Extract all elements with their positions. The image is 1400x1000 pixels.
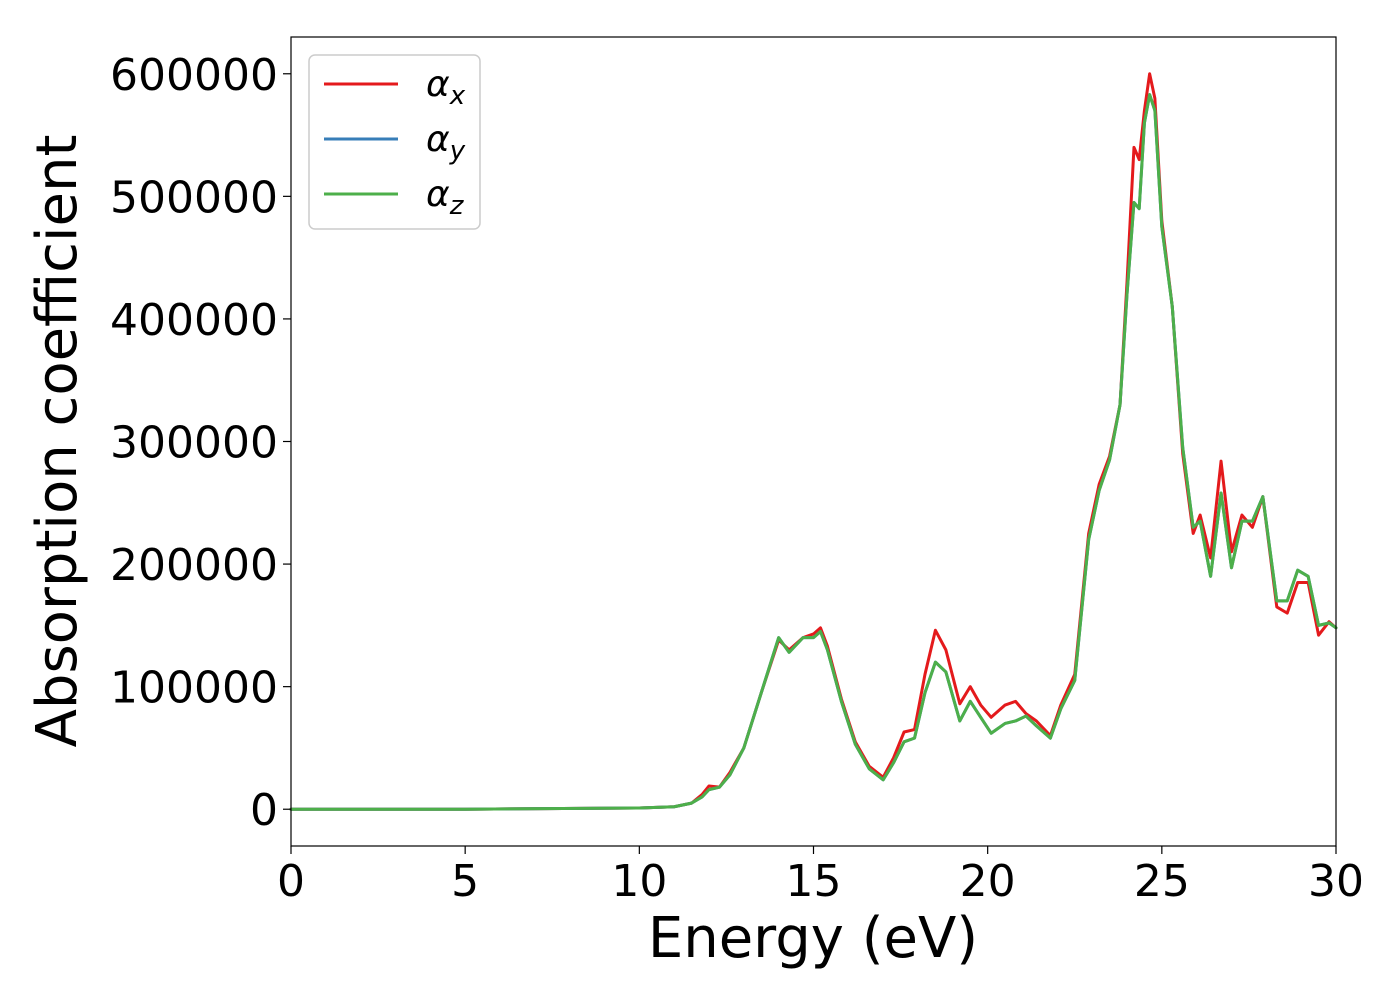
x-tick-label: 25 xyxy=(1134,856,1190,907)
x-tick-label: 15 xyxy=(786,856,842,907)
x-tick-label: 10 xyxy=(611,856,667,907)
y-tick-label: 100000 xyxy=(110,663,278,714)
series-line-z xyxy=(289,93,1338,811)
y-tick-label: 200000 xyxy=(110,540,278,591)
x-axis-title: Energy (eV) xyxy=(648,906,978,971)
series-layer xyxy=(289,72,1338,811)
y-tick-label: 600000 xyxy=(110,50,278,101)
x-tick-label: 0 xyxy=(277,856,305,907)
y-tick-label: 300000 xyxy=(110,418,278,469)
x-tick-label: 20 xyxy=(960,856,1016,907)
y-tick-label: 400000 xyxy=(110,295,278,346)
x-tick-label: 5 xyxy=(451,856,479,907)
x-tick-label: 30 xyxy=(1308,856,1364,907)
y-axis-title: Absorption coefficient xyxy=(25,135,90,748)
y-tick-label: 0 xyxy=(250,785,278,836)
legend: αx αy αz xyxy=(308,54,481,230)
x-axis: 0 5 10 15 20 25 30 xyxy=(277,846,1364,907)
legend-label-z: αz xyxy=(426,174,465,221)
legend-label-y: αy xyxy=(426,119,466,166)
legend-frame xyxy=(308,54,481,230)
y-tick-label: 500000 xyxy=(110,172,278,223)
legend-label-x: αx xyxy=(426,64,466,111)
y-axis: 0 100000 200000 300000 400000 500000 600000 xyxy=(110,50,291,836)
